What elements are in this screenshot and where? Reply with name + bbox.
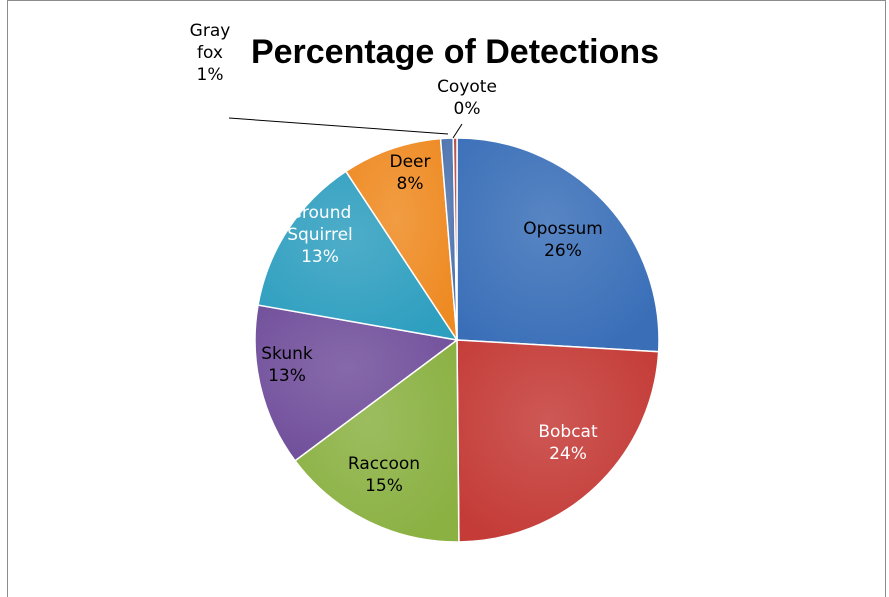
pie-slice-raccoon bbox=[293, 338, 460, 543]
leader-lines bbox=[228, 117, 463, 139]
slice-label-ground-squirrel: Ground Squirrel 13% bbox=[287, 203, 353, 267]
pie-slice-ground-squirrel bbox=[257, 170, 459, 342]
pie-slice-bobcat bbox=[456, 339, 660, 543]
pie-slice-opossum bbox=[456, 137, 660, 353]
pie-slice-deer bbox=[344, 137, 458, 341]
slice-label-deer: Deer 8% bbox=[390, 152, 431, 194]
chart-title: Percentage of Detections bbox=[251, 33, 659, 71]
slice-label-skunk: Skunk 13% bbox=[261, 344, 313, 386]
slice-label-opossum: Opossum 26% bbox=[523, 219, 603, 261]
slice-label-coyote: Coyote 0% bbox=[437, 77, 497, 119]
pie-slices bbox=[254, 137, 660, 543]
leader-line-gray-fox bbox=[228, 117, 449, 135]
slice-label-bobcat: Bobcat 24% bbox=[538, 422, 598, 464]
leader-line-coyote bbox=[452, 123, 463, 139]
pie-slice-skunk bbox=[254, 304, 459, 462]
slice-label-raccoon: Raccoon 15% bbox=[348, 454, 420, 496]
slice-labels: Opossum 26% Bobcat 24% Raccoon 15% Skunk 13% Gro… bbox=[190, 21, 603, 496]
slice-label-gray-fox: Gray fox 1% bbox=[190, 21, 231, 85]
